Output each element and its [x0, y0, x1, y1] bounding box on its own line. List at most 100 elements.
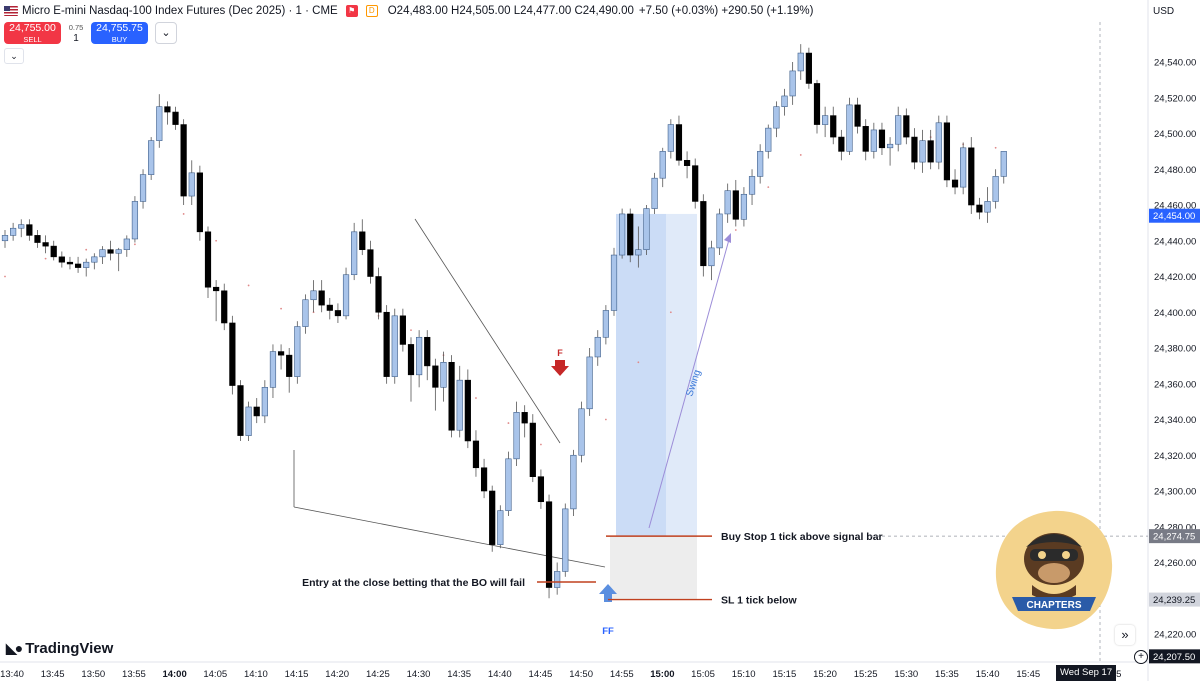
candle [213, 280, 220, 322]
candle-bull [554, 571, 561, 588]
x-tick-label: 15:35 [935, 669, 959, 680]
delayed-badge[interactable]: D [365, 5, 378, 17]
candle-bear [318, 290, 325, 306]
candle-bear [286, 354, 293, 377]
candle [740, 187, 748, 227]
candle [886, 137, 894, 166]
candle [505, 451, 512, 517]
candle-bull [91, 256, 98, 263]
candle-bear [253, 406, 260, 417]
candle-bull [984, 201, 991, 213]
candle-bear [180, 124, 187, 197]
candle-bull [886, 143, 894, 149]
candle-bear [196, 172, 203, 233]
candle [472, 430, 480, 477]
price-tag-box [1149, 208, 1200, 223]
candle-bull [757, 151, 764, 177]
x-tick-label: 15:00 [650, 669, 674, 680]
currency-label[interactable]: USD [1153, 6, 1175, 17]
candle [148, 137, 155, 180]
price-tag-label: 24,454.00 [1153, 211, 1195, 222]
candle [846, 97, 853, 155]
candle [391, 308, 398, 384]
candle-bear [862, 126, 869, 152]
chevron-down-icon[interactable]: ⌄ [155, 22, 177, 44]
candle [911, 128, 918, 170]
chapters-logo: CHAPTERS [995, 510, 1113, 630]
candle-bull [416, 336, 423, 376]
candle-bull [708, 247, 715, 267]
candle-bull [302, 299, 309, 327]
candle [261, 380, 268, 424]
candle-bull [578, 408, 585, 456]
candle [66, 256, 74, 270]
candle-bull [261, 387, 268, 417]
ema-dot [799, 154, 802, 156]
candle [619, 208, 626, 259]
brand-name: TradingView [25, 640, 114, 657]
x-tick-label: 14:05 [203, 669, 227, 680]
scroll-right-icon[interactable]: » [1115, 625, 1135, 645]
candle [627, 208, 634, 263]
candle-bull [773, 106, 780, 129]
candle-bull [619, 213, 626, 256]
entry-arrow-icon [599, 584, 617, 602]
candle [748, 169, 756, 205]
candle-bull [513, 412, 520, 460]
candle [789, 62, 796, 105]
candle-bull [789, 70, 796, 97]
price-tag-label: 24,207.50 [1153, 652, 1195, 663]
add-crosshair-icon[interactable]: + [1134, 650, 1148, 664]
candle [489, 485, 496, 552]
ema-dot [280, 307, 282, 310]
candle [586, 348, 593, 416]
quantity-display[interactable]: 0.75 1 [65, 22, 87, 44]
candle [26, 219, 33, 241]
candle [554, 562, 561, 595]
ohlc-values: O24,483.00 H24,505.00 L24,477.00 C24,490… [387, 5, 634, 17]
candle [480, 458, 488, 499]
y-tick-label: 24,260.00 [1154, 558, 1196, 569]
candle-bear [472, 440, 480, 469]
candle-bear [359, 231, 366, 250]
candle [708, 240, 715, 281]
x-tick-label: 15:05 [691, 669, 715, 680]
buy-button[interactable]: 24,755.75 BUY [91, 22, 148, 44]
candle [294, 321, 301, 384]
candle-bear [968, 147, 975, 206]
candle [602, 305, 609, 345]
candle [277, 344, 285, 370]
stop-loss-note: SL 1 tick below [721, 595, 797, 607]
candle [448, 355, 455, 438]
x-tick-label: 14:50 [569, 669, 593, 680]
spread-value: 0.75 [68, 23, 84, 32]
y-tick-label: 24,440.00 [1154, 236, 1196, 247]
y-tick-label: 24,400.00 [1154, 308, 1196, 319]
candle-bull [635, 249, 642, 256]
candle-bull [115, 249, 122, 254]
candle-bear [407, 344, 415, 376]
candle [838, 129, 845, 161]
candle-bull [10, 227, 17, 236]
x-tick-label: 14:30 [407, 669, 431, 680]
price-tag-box [1149, 649, 1200, 664]
candle [10, 222, 17, 241]
x-tick-label: 14:55 [610, 669, 634, 680]
collapse-chevron-icon[interactable]: ⌄ [4, 48, 24, 64]
x-tick-label: 15:10 [732, 669, 756, 680]
symbol-title[interactable]: Micro E-mini Nasdaq-100 Index Futures (D… [22, 5, 338, 17]
flag-marker-icon[interactable]: ⚑ [345, 5, 358, 17]
candle-bear [334, 310, 342, 317]
candle [302, 294, 309, 334]
x-tick-label: 15:25 [854, 669, 878, 680]
candle-bull [935, 122, 942, 163]
candle [830, 106, 837, 145]
x-tick-label: 14:20 [325, 669, 349, 680]
sell-button[interactable]: 24,755.00 SELL [4, 22, 61, 44]
sell-label: SELL [23, 35, 42, 44]
candle [935, 115, 942, 170]
candle-bull [870, 129, 877, 152]
candle [919, 129, 926, 173]
